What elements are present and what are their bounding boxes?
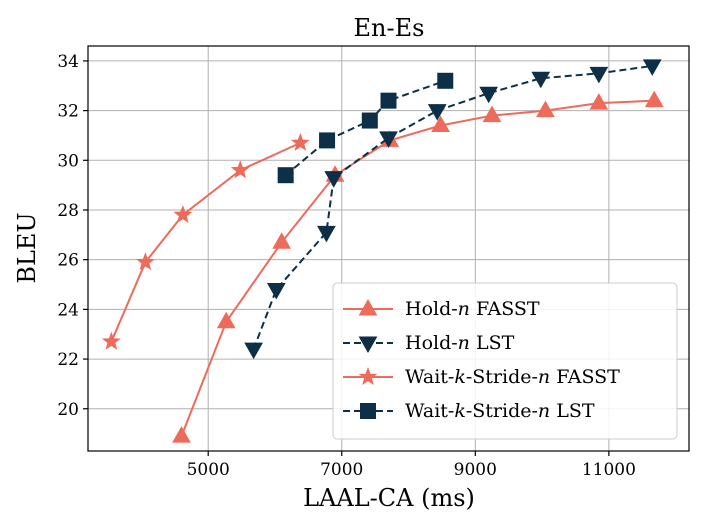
y-tick-label: 32 xyxy=(57,102,79,122)
data-point xyxy=(216,311,236,329)
data-point xyxy=(272,232,292,249)
data-point xyxy=(135,252,155,271)
y-tick-label: 22 xyxy=(57,350,79,370)
y-tick-label: 28 xyxy=(57,201,79,221)
legend-item: Hold-n FASST xyxy=(343,298,540,320)
series-3 xyxy=(101,132,310,350)
data-point xyxy=(230,160,250,179)
data-point xyxy=(244,342,263,360)
y-axis: 20 22 24 26 28 30 32 34 xyxy=(57,52,88,420)
legend-item: Hold-n LST xyxy=(343,332,515,354)
series-line xyxy=(180,99,655,437)
legend-label: Hold-n FASST xyxy=(405,298,540,320)
legend-marker xyxy=(358,367,378,386)
legend-label: Wait-k-Stride-n FASST xyxy=(405,366,620,388)
y-tick-label: 26 xyxy=(57,251,79,271)
x-axis-label: LAAL-CA (ms) xyxy=(303,484,475,512)
legend: Hold-n FASST Hold-n LST Wait-k-Stride-n FA… xyxy=(332,282,678,440)
data-point xyxy=(290,132,310,151)
data-point xyxy=(644,90,664,108)
data-point xyxy=(361,112,378,129)
chart-title: En-Es xyxy=(354,14,425,42)
series-line xyxy=(252,64,653,350)
data-point xyxy=(589,93,609,110)
data-point xyxy=(482,105,502,123)
legend-item: Wait-k-Stride-n FASST xyxy=(343,366,620,388)
data-point xyxy=(173,205,193,223)
data-point xyxy=(479,86,499,104)
data-point xyxy=(589,66,609,84)
legend-label: Hold-n LST xyxy=(405,332,515,354)
data-point xyxy=(380,92,397,109)
data-point xyxy=(379,131,398,148)
x-axis: 5000 7000 9000 11000 xyxy=(187,451,636,480)
data-point xyxy=(277,167,294,184)
y-tick-label: 20 xyxy=(57,400,79,420)
plot-frame xyxy=(87,45,690,452)
legend-label: Wait-k-Stride-n LST xyxy=(405,400,595,422)
series-1 xyxy=(172,90,664,443)
data-point xyxy=(319,132,336,149)
x-tick-label: 5000 xyxy=(187,460,230,480)
series-4 xyxy=(277,72,454,184)
data-point xyxy=(427,104,447,121)
y-tick-label: 24 xyxy=(57,300,79,320)
data-point xyxy=(324,171,344,188)
data-point xyxy=(536,100,555,118)
data-point xyxy=(642,59,662,76)
x-tick-label: 7000 xyxy=(320,460,363,480)
data-point xyxy=(172,426,191,443)
y-axis-label: BLEU xyxy=(13,212,41,283)
data-point xyxy=(317,225,336,243)
legend-marker xyxy=(360,403,376,419)
x-tick-label: 9000 xyxy=(454,460,497,480)
data-point xyxy=(431,115,450,133)
series-line xyxy=(110,141,301,343)
data-point xyxy=(437,72,454,89)
legend-box xyxy=(332,282,678,440)
x-tick-label: 11000 xyxy=(582,460,636,480)
series-layer xyxy=(101,59,664,443)
series-2 xyxy=(244,59,662,360)
data-point xyxy=(266,282,286,300)
legend-marker xyxy=(358,298,378,316)
y-tick-label: 34 xyxy=(57,52,79,72)
legend-marker xyxy=(358,336,378,354)
legend-item: Wait-k-Stride-n LST xyxy=(343,400,595,422)
y-tick-label: 30 xyxy=(57,151,79,171)
data-point xyxy=(531,71,551,89)
data-point xyxy=(101,331,121,350)
